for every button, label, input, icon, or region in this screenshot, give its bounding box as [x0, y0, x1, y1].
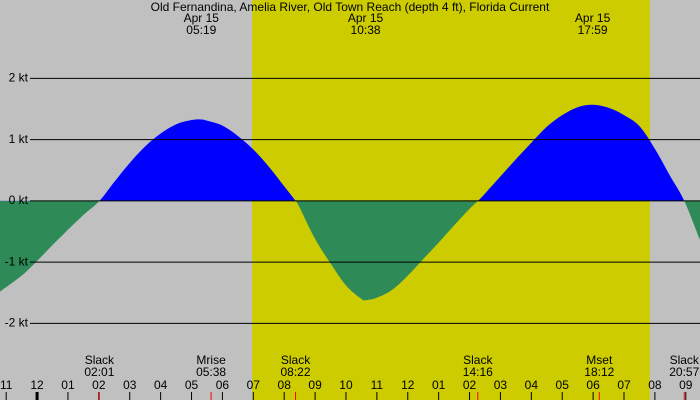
x-tick-label: 04 [525, 378, 539, 392]
event-time: 20:57 [669, 365, 699, 379]
event-label: Mrise [196, 353, 226, 367]
event-label: Slack [670, 353, 700, 367]
event-label: Slack [281, 353, 311, 367]
event-label: Mset [586, 353, 613, 367]
x-tick-label: 10 [339, 378, 353, 392]
event-time: 08:22 [281, 365, 311, 379]
x-tick-label: 01 [432, 378, 446, 392]
chart-title: Old Fernandina, Amelia River, Old Town R… [151, 0, 550, 14]
y-tick-label: 0 kt [9, 193, 29, 207]
x-tick-label: 05 [185, 378, 199, 392]
peak-time: 10:38 [351, 23, 381, 37]
x-tick-label: 08 [648, 378, 662, 392]
x-tick-label: 06 [216, 378, 230, 392]
event-label: Slack [463, 353, 493, 367]
x-tick-label: 11 [0, 378, 13, 392]
x-tick-label: 03 [494, 378, 508, 392]
y-tick-label: -2 kt [5, 316, 29, 330]
x-tick-label: 03 [123, 378, 137, 392]
x-tick-label: 11 [371, 378, 384, 392]
x-tick-label: 02 [92, 378, 106, 392]
x-tick-label: 02 [463, 378, 477, 392]
x-tick-label: 08 [278, 378, 292, 392]
peak-date: Apr 15 [575, 11, 611, 25]
x-tick-label: 01 [61, 378, 75, 392]
x-tick-label: 12 [401, 378, 415, 392]
peak-time: 17:59 [578, 23, 608, 37]
x-tick-label: 07 [247, 378, 261, 392]
y-tick-label: 2 kt [9, 71, 29, 85]
x-tick-label: 05 [556, 378, 570, 392]
y-tick-label: 1 kt [9, 132, 29, 146]
event-label: Slack [85, 353, 115, 367]
x-tick-label: 04 [154, 378, 168, 392]
event-time: 14:16 [463, 365, 493, 379]
x-tick-label: 12 [30, 378, 44, 392]
peak-date: Apr 15 [184, 11, 220, 25]
peak-date: Apr 15 [348, 11, 384, 25]
event-time: 02:01 [84, 365, 114, 379]
peak-time: 05:19 [186, 23, 216, 37]
event-time: 18:12 [584, 365, 614, 379]
x-tick-label: 07 [617, 378, 631, 392]
y-tick-label: -1 kt [5, 254, 29, 268]
x-tick-label: 06 [586, 378, 600, 392]
current-area [0, 104, 700, 301]
x-tick-label: 09 [308, 378, 322, 392]
event-time: 05:38 [196, 365, 226, 379]
x-tick-label: 09 [679, 378, 693, 392]
